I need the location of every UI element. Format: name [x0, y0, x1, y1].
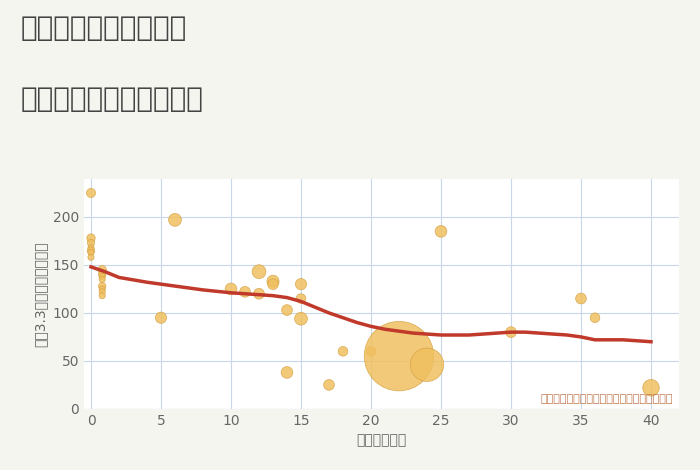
Point	[295, 281, 307, 288]
Point	[85, 239, 97, 247]
Point	[97, 275, 108, 283]
Point	[281, 368, 293, 376]
Point	[225, 285, 237, 293]
Point	[393, 352, 405, 360]
Point	[97, 282, 108, 290]
Point	[267, 277, 279, 285]
Point	[97, 292, 108, 299]
Point	[97, 285, 108, 293]
Point	[323, 381, 335, 389]
Point	[253, 268, 265, 275]
Point	[337, 348, 349, 355]
Point	[97, 273, 108, 280]
Point	[85, 235, 97, 242]
Point	[295, 315, 307, 322]
Point	[267, 281, 279, 288]
Point	[435, 227, 447, 235]
Point	[97, 266, 108, 274]
Text: 築年数別中古戸建て価格: 築年数別中古戸建て価格	[21, 85, 204, 113]
X-axis label: 築年数（年）: 築年数（年）	[356, 433, 407, 447]
Point	[645, 384, 657, 392]
Text: 円の大きさは、取引のあった物件面積を示す: 円の大きさは、取引のあった物件面積を示す	[540, 394, 673, 404]
Point	[589, 314, 601, 321]
Point	[253, 290, 265, 298]
Point	[365, 348, 377, 355]
Point	[85, 249, 97, 256]
Point	[97, 271, 108, 278]
Point	[281, 306, 293, 314]
Point	[295, 295, 307, 302]
Point	[85, 247, 97, 254]
Point	[97, 288, 108, 296]
Point	[505, 329, 517, 336]
Point	[169, 216, 181, 224]
Y-axis label: 坪（3.3㎡）単価（万円）: 坪（3.3㎡）単価（万円）	[33, 241, 47, 346]
Point	[85, 253, 97, 261]
Text: 兵庫県西宮市荒戎町の: 兵庫県西宮市荒戎町の	[21, 14, 188, 42]
Point	[239, 288, 251, 296]
Point	[575, 295, 587, 302]
Point	[85, 244, 97, 251]
Point	[421, 361, 433, 368]
Point	[85, 189, 97, 197]
Point	[155, 314, 167, 321]
